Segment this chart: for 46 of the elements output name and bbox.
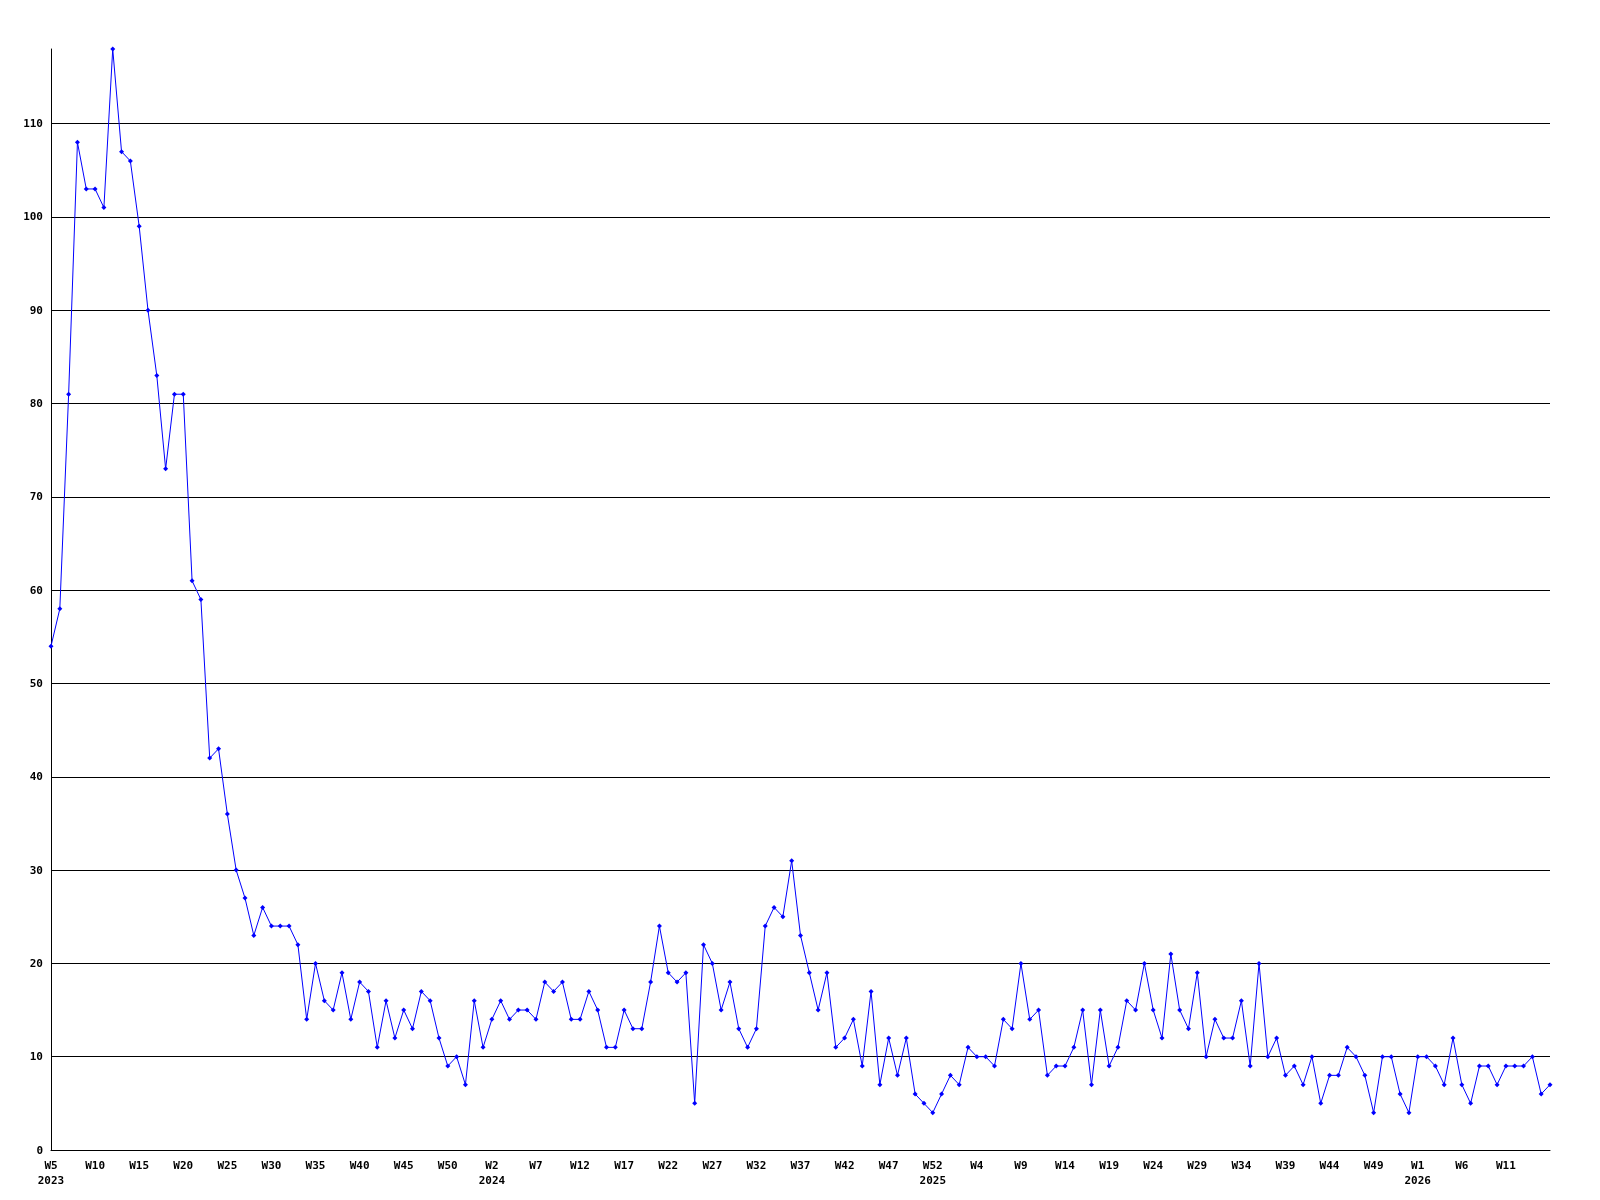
x-tick-label: W34 [1231, 1159, 1252, 1172]
y-tick-label: 90 [29, 303, 43, 317]
x-tick-label: W45 [393, 1159, 414, 1172]
x-tick-label: W52 2025 [919, 1159, 947, 1187]
x-tick-label: W37 [790, 1159, 811, 1172]
x-tick-label: W44 [1319, 1159, 1340, 1172]
x-tick-label: W17 [614, 1159, 635, 1172]
x-tick-label: W30 [261, 1159, 282, 1172]
x-tick-label: W1 2026 [1404, 1159, 1432, 1187]
y-tick-label: 70 [29, 490, 43, 504]
x-tick-label: W19 [1099, 1159, 1120, 1172]
x-tick-label: W7 [529, 1159, 543, 1172]
x-tick-label: W5 2023 [37, 1159, 65, 1187]
y-tick-label: 60 [29, 583, 43, 597]
x-tick-label: W20 [173, 1159, 194, 1172]
x-tick-label: W11 [1495, 1159, 1517, 1172]
x-tick-label: W14 [1055, 1159, 1076, 1172]
y-tick-label: 80 [29, 397, 43, 411]
y-tick-label: 30 [29, 863, 43, 877]
x-tick-label: W4 [970, 1159, 984, 1172]
y-tick-label: 50 [29, 676, 43, 690]
y-tick-label: 40 [29, 770, 43, 784]
y-tick-label: 20 [29, 956, 43, 970]
x-tick-label: W27 [702, 1159, 723, 1172]
y-tick-label: 100 [23, 210, 43, 224]
x-tick-label: W42 [834, 1159, 855, 1172]
x-tick-label: W6 [1455, 1159, 1469, 1172]
x-tick-label: W35 [305, 1159, 326, 1172]
x-tick-label: W32 [746, 1159, 767, 1172]
x-tick-label: W49 [1363, 1159, 1384, 1172]
y-tick-label: 110 [23, 117, 43, 131]
x-tick-label: W50 [437, 1159, 458, 1172]
x-tick-label: W25 [217, 1159, 238, 1172]
x-tick-label: W9 [1014, 1159, 1028, 1172]
x-tick-label: W22 [658, 1159, 679, 1172]
x-tick-label: W2 2024 [478, 1159, 506, 1187]
x-tick-label: W10 [85, 1159, 106, 1172]
x-tick-label: W15 [129, 1159, 150, 1172]
x-tick-label: W40 [349, 1159, 370, 1172]
y-tick-label: 10 [29, 1050, 43, 1064]
x-tick-label: W24 [1143, 1159, 1164, 1172]
x-tick-label: W12 [570, 1159, 590, 1172]
x-tick-label: W47 [878, 1159, 899, 1172]
x-tick-label: W39 [1275, 1159, 1296, 1172]
x-tick-label: W29 [1187, 1159, 1208, 1172]
y-tick-label: 0 [36, 1143, 43, 1157]
